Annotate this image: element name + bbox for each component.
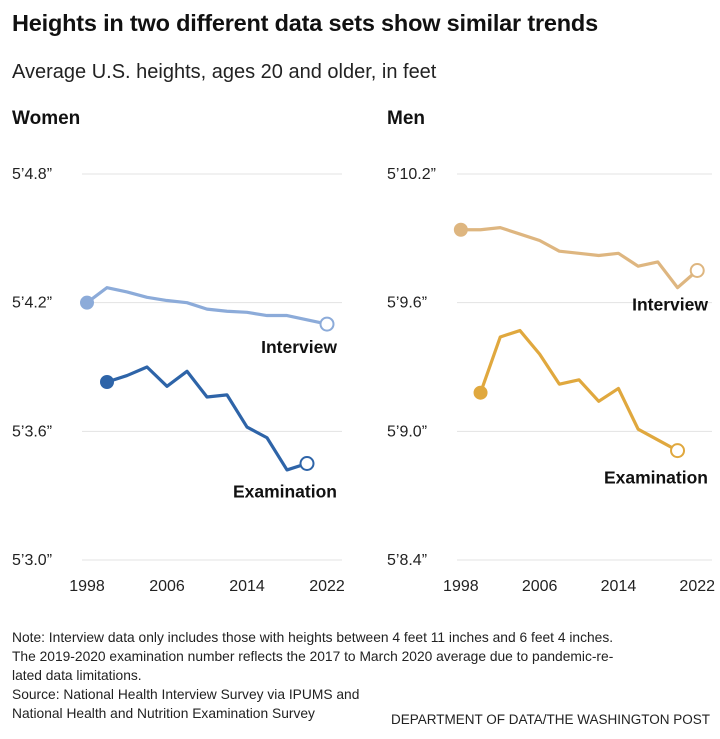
series-end-point bbox=[299, 456, 315, 471]
series-start-point bbox=[80, 295, 94, 310]
series-line-interview bbox=[459, 226, 699, 290]
series-end-point bbox=[319, 316, 335, 332]
credit-line: DEPARTMENT OF DATA/THE WASHINGTON POST bbox=[390, 712, 710, 727]
y-tick-label: 5’4.8” bbox=[12, 166, 52, 183]
chart-subtitle: Average U.S. heights, ages 20 and older,… bbox=[12, 61, 437, 83]
y-tick-label: 5’3.0” bbox=[12, 552, 52, 569]
source-line: National Health and Nutrition Examinatio… bbox=[12, 706, 315, 721]
series-label-interview: Interview bbox=[261, 337, 337, 357]
x-tick-label: 1998 bbox=[69, 578, 105, 595]
x-tick-label: 2022 bbox=[309, 578, 345, 595]
series-end-point bbox=[689, 263, 705, 278]
series-start-point bbox=[100, 375, 114, 390]
y-tick-label: 5’4.2” bbox=[12, 295, 52, 312]
y-tick-label: 5’9.6” bbox=[387, 295, 427, 312]
series-start-point bbox=[473, 385, 488, 400]
series-line-examination bbox=[105, 365, 309, 472]
series-label-examination: Examination bbox=[233, 482, 337, 502]
x-tick-label: 2006 bbox=[149, 578, 185, 595]
women-panel-title: Women bbox=[12, 108, 81, 129]
y-tick-label: 5’10.2” bbox=[387, 166, 436, 183]
y-tick-label: 5’8.4” bbox=[387, 552, 427, 569]
note-line: lated data limitations. bbox=[12, 668, 142, 683]
series-line-interview bbox=[85, 286, 329, 326]
series-start-point bbox=[453, 222, 468, 237]
series-end-point bbox=[670, 443, 686, 459]
heights-line-charts: 5’3.0” 5’3.6” 5’4.2” 5’4.8” 1998 2006 2014 2022… bbox=[12, 166, 715, 595]
source-line: Source: National Health Interview Survey… bbox=[12, 687, 360, 702]
series-label-interview: Interview bbox=[632, 295, 708, 315]
x-tick-label: 2014 bbox=[601, 578, 637, 595]
x-tick-label: 2022 bbox=[679, 578, 715, 595]
note-text: Note: Interview data only includes those… bbox=[12, 628, 712, 723]
x-tick-label: 1998 bbox=[443, 578, 479, 595]
x-tick-label: 2014 bbox=[229, 578, 265, 595]
men-panel-title: Men bbox=[387, 108, 425, 129]
y-tick-label: 5’3.6” bbox=[12, 423, 52, 440]
x-tick-label: 2006 bbox=[522, 578, 558, 595]
chart-title: Heights in two different data sets show … bbox=[12, 10, 598, 36]
series-label-examination: Examination bbox=[604, 468, 708, 488]
note-line: Note: Interview data only includes those… bbox=[12, 630, 614, 645]
series-line-examination bbox=[478, 328, 680, 453]
y-tick-label: 5’9.0” bbox=[387, 423, 427, 440]
note-line: The 2019-2020 examination number reflect… bbox=[12, 649, 614, 664]
